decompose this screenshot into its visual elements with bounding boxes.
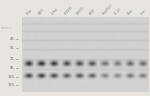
Text: Brain: Brain xyxy=(127,8,135,16)
Text: Jurkat: Jurkat xyxy=(51,7,59,16)
Text: HEK293: HEK293 xyxy=(63,6,74,16)
Text: 72-: 72- xyxy=(9,57,15,61)
Text: abcam: abcam xyxy=(1,26,13,30)
Text: A549: A549 xyxy=(89,8,96,16)
Text: 130-: 130- xyxy=(7,75,15,79)
Text: 170-: 170- xyxy=(7,83,15,87)
Text: HeLa: HeLa xyxy=(25,8,33,16)
Text: Liver: Liver xyxy=(139,8,147,16)
Text: 43-: 43- xyxy=(9,37,15,41)
Text: NIH3T3: NIH3T3 xyxy=(76,6,86,16)
Text: MCF7: MCF7 xyxy=(38,8,46,16)
Text: Raw264.7: Raw264.7 xyxy=(101,3,114,16)
Text: PC-12: PC-12 xyxy=(114,7,122,16)
Text: 55-: 55- xyxy=(9,46,15,50)
Text: 95-: 95- xyxy=(9,66,15,70)
